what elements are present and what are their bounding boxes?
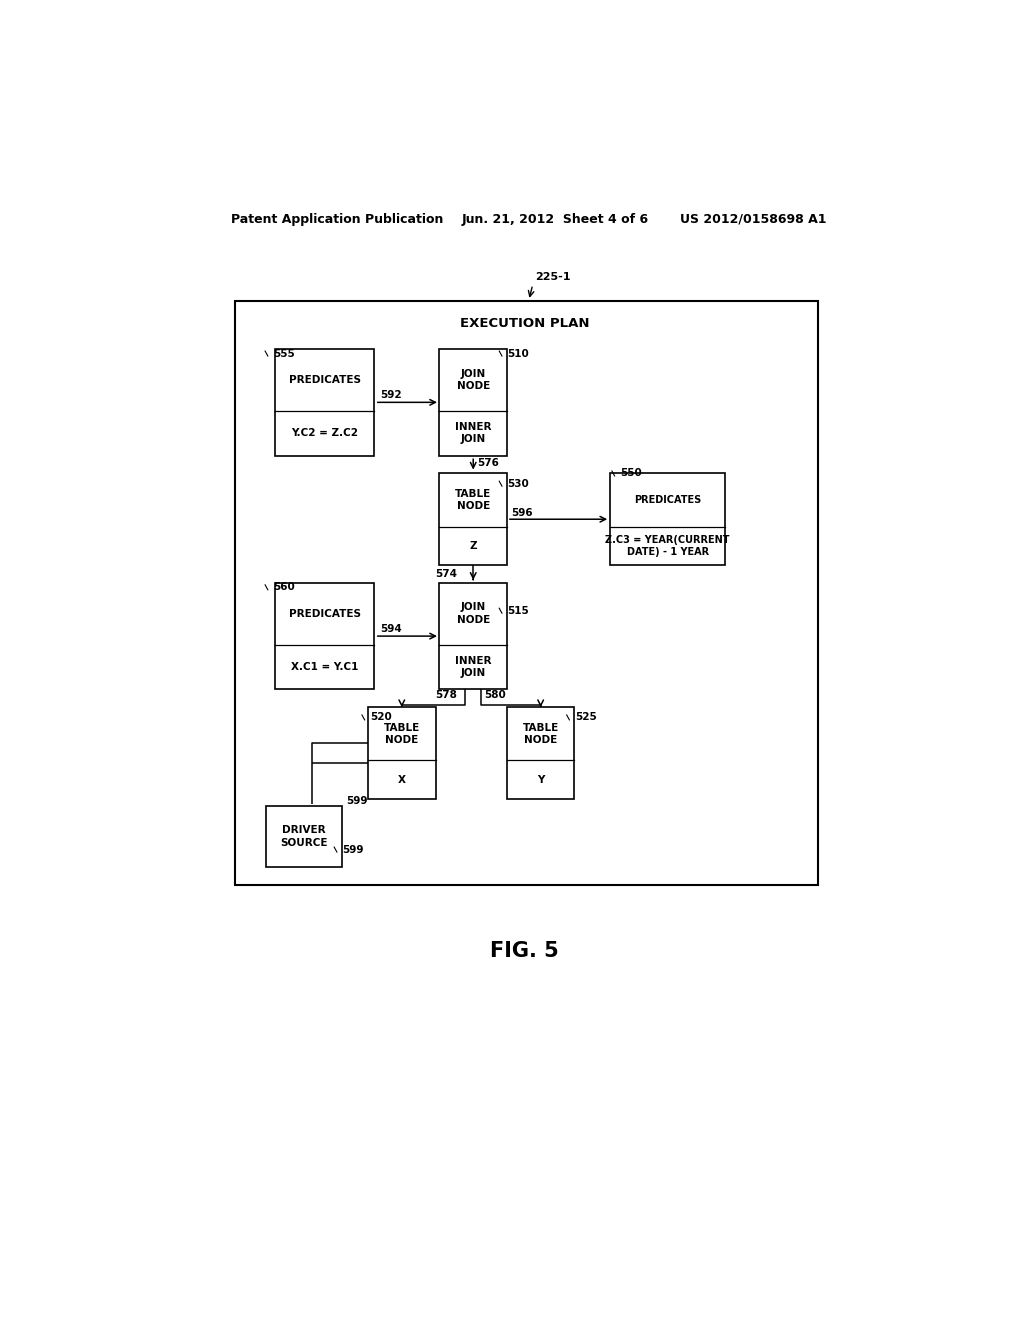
Text: 576: 576 <box>477 458 499 469</box>
Text: DRIVER
SOURCE: DRIVER SOURCE <box>281 825 328 847</box>
Text: X: X <box>397 775 406 784</box>
Bar <box>507 708 574 799</box>
Text: 225-1: 225-1 <box>536 272 570 282</box>
Text: FIG. 5: FIG. 5 <box>490 941 559 961</box>
Text: EXECUTION PLAN: EXECUTION PLAN <box>460 317 590 330</box>
Text: 530: 530 <box>507 479 529 488</box>
Text: 594: 594 <box>380 624 402 634</box>
Text: Y: Y <box>537 775 545 784</box>
Text: US 2012/0158698 A1: US 2012/0158698 A1 <box>680 213 826 226</box>
Text: Jun. 21, 2012  Sheet 4 of 6: Jun. 21, 2012 Sheet 4 of 6 <box>461 213 648 226</box>
Bar <box>236 301 818 886</box>
Text: TABLE
NODE: TABLE NODE <box>455 488 492 511</box>
Text: 592: 592 <box>380 391 402 400</box>
Bar <box>368 708 435 799</box>
Text: TABLE
NODE: TABLE NODE <box>384 722 420 744</box>
Text: INNER
JOIN: INNER JOIN <box>455 422 492 445</box>
Text: Z.C3 = YEAR(CURRENT
DATE) - 1 YEAR: Z.C3 = YEAR(CURRENT DATE) - 1 YEAR <box>605 535 730 557</box>
Text: PREDICATES: PREDICATES <box>289 609 360 619</box>
Text: 550: 550 <box>620 469 642 478</box>
Text: 574: 574 <box>435 569 457 579</box>
Text: Z: Z <box>469 541 477 550</box>
Bar <box>439 474 507 565</box>
Bar <box>610 474 725 565</box>
Bar <box>439 582 507 689</box>
Text: PREDICATES: PREDICATES <box>289 375 360 385</box>
Text: INNER
JOIN: INNER JOIN <box>455 656 492 678</box>
Text: 520: 520 <box>370 713 392 722</box>
Text: JOIN
NODE: JOIN NODE <box>457 602 489 624</box>
Text: 510: 510 <box>507 348 529 359</box>
Text: 580: 580 <box>484 689 506 700</box>
Bar <box>266 805 342 867</box>
Bar <box>439 348 507 455</box>
Text: JOIN
NODE: JOIN NODE <box>457 368 489 391</box>
Text: 555: 555 <box>273 348 295 359</box>
Text: PREDICATES: PREDICATES <box>634 495 701 506</box>
Text: 525: 525 <box>574 713 597 722</box>
Text: 578: 578 <box>435 689 457 700</box>
Text: 560: 560 <box>273 582 295 593</box>
Text: TABLE
NODE: TABLE NODE <box>522 722 559 744</box>
Text: Y.C2 = Z.C2: Y.C2 = Z.C2 <box>291 428 358 438</box>
Text: Patent Application Publication: Patent Application Publication <box>231 213 443 226</box>
Text: X.C1 = Y.C1: X.C1 = Y.C1 <box>291 663 358 672</box>
Text: 599: 599 <box>346 796 368 805</box>
Text: 596: 596 <box>511 508 532 519</box>
Text: 515: 515 <box>507 606 529 615</box>
Bar <box>275 348 375 455</box>
Bar <box>275 582 375 689</box>
Text: 599: 599 <box>342 845 364 854</box>
